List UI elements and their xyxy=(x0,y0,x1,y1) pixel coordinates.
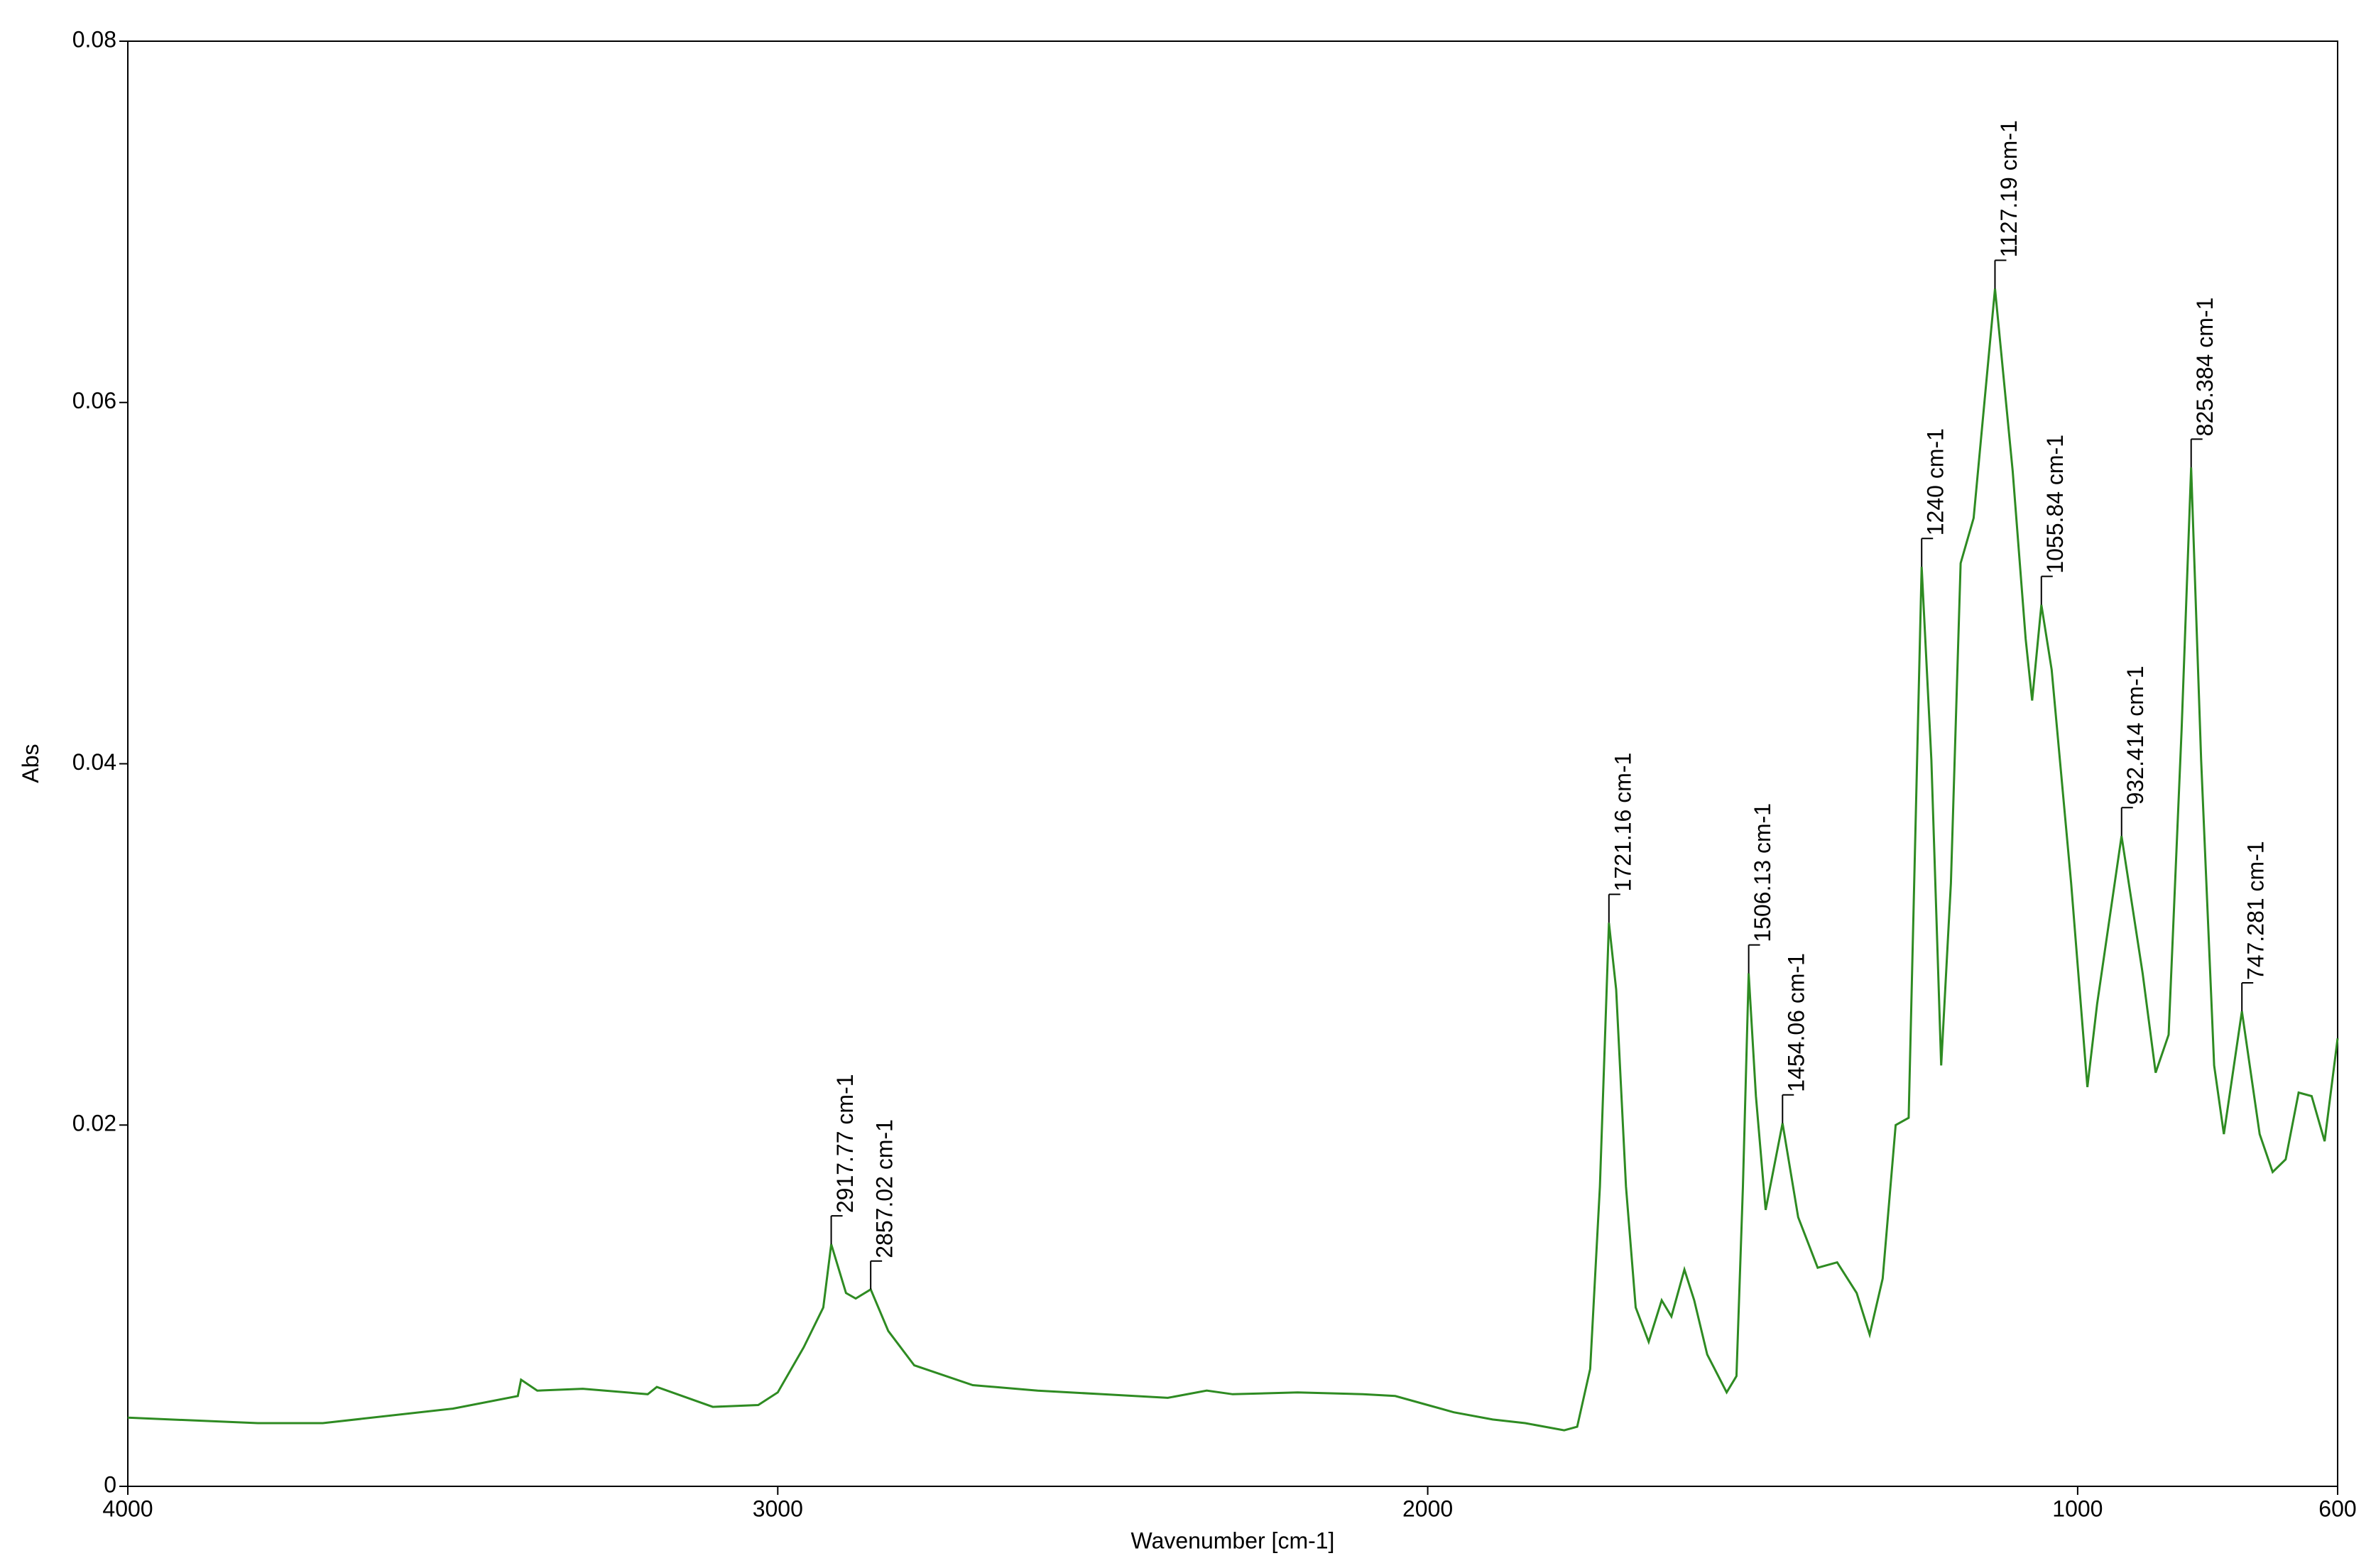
peak-label: 825.384 cm-1 xyxy=(2192,298,2218,437)
x-tick-label: 1000 xyxy=(2052,1496,2103,1521)
y-tick-label: 0.02 xyxy=(72,1111,116,1136)
x-tick-label: 3000 xyxy=(753,1496,803,1521)
spectrum-line xyxy=(127,288,2339,1432)
peak-label: 1055.84 cm-1 xyxy=(2042,435,2068,574)
peak-label: 2917.77 cm-1 xyxy=(832,1074,858,1213)
peak-label: 1721.16 cm-1 xyxy=(1610,753,1635,892)
peak-label: 1506.13 cm-1 xyxy=(1750,803,1775,942)
y-tick-label: 0.04 xyxy=(72,749,116,775)
x-tick-label: 2000 xyxy=(1402,1496,1453,1521)
y-tick-label: 0 xyxy=(104,1471,116,1497)
peak-label: 1127.19 cm-1 xyxy=(1996,120,2022,257)
peak-label: 747.281 cm-1 xyxy=(2243,841,2269,980)
peak-label: 2857.02 cm-1 xyxy=(872,1119,898,1258)
y-tick-label: 0.08 xyxy=(72,26,116,52)
peak-label: 1454.06 cm-1 xyxy=(1784,953,1809,1092)
y-tick-label: 0.06 xyxy=(72,388,116,413)
x-tick-label: 4000 xyxy=(102,1496,153,1521)
x-axis-title: Wavenumber [cm-1] xyxy=(1131,1528,1335,1553)
peak-label: 1240 cm-1 xyxy=(1923,428,1948,535)
x-tick-label: 600 xyxy=(2318,1496,2356,1521)
y-axis-title: Abs xyxy=(18,744,43,783)
peak-label: 932.414 cm-1 xyxy=(2122,666,2148,805)
